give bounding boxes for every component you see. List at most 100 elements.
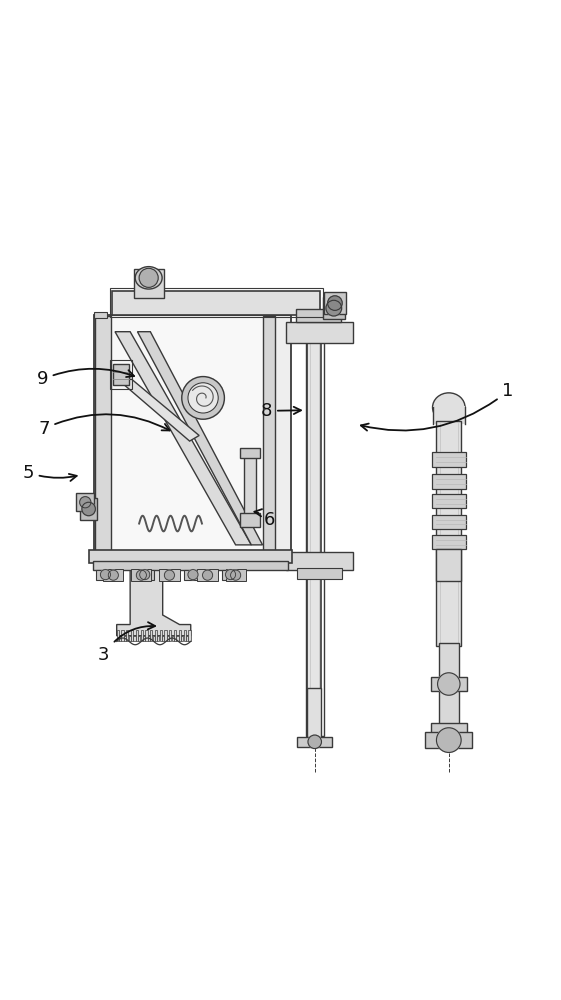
Bar: [94, 315, 291, 556]
Bar: [94, 312, 107, 318]
Bar: [76, 493, 94, 511]
Bar: [197, 569, 218, 581]
Bar: [93, 561, 288, 570]
Bar: [131, 630, 133, 641]
Bar: [184, 570, 202, 580]
Circle shape: [328, 296, 342, 310]
Bar: [111, 318, 263, 550]
Bar: [164, 630, 167, 641]
Bar: [433, 406, 465, 424]
Circle shape: [203, 570, 213, 580]
Bar: [112, 291, 320, 315]
Circle shape: [226, 570, 236, 580]
Bar: [226, 569, 246, 581]
Circle shape: [436, 728, 461, 752]
Text: 3: 3: [98, 622, 155, 664]
Polygon shape: [118, 379, 199, 441]
Bar: [307, 332, 321, 736]
Text: 1: 1: [361, 382, 513, 431]
Bar: [324, 292, 346, 314]
Bar: [186, 636, 188, 641]
Bar: [80, 498, 97, 520]
Bar: [110, 360, 132, 389]
Circle shape: [139, 268, 158, 287]
Bar: [159, 569, 180, 581]
Bar: [150, 630, 152, 641]
Bar: [297, 568, 342, 579]
Bar: [176, 636, 178, 641]
Bar: [286, 552, 353, 570]
Bar: [119, 636, 121, 641]
Bar: [432, 515, 466, 529]
Bar: [181, 636, 183, 641]
Text: 9: 9: [36, 369, 134, 388]
Bar: [157, 636, 159, 641]
Bar: [96, 570, 114, 580]
Bar: [439, 643, 459, 685]
Bar: [136, 630, 138, 641]
Bar: [296, 309, 341, 322]
Bar: [145, 630, 148, 641]
Bar: [307, 688, 321, 741]
Bar: [113, 364, 129, 385]
Bar: [183, 630, 186, 641]
Circle shape: [182, 377, 224, 419]
Bar: [432, 452, 466, 467]
Bar: [155, 630, 157, 641]
Circle shape: [80, 497, 91, 508]
Polygon shape: [137, 332, 263, 545]
Bar: [425, 732, 472, 748]
Bar: [169, 630, 172, 641]
Bar: [134, 269, 164, 298]
Text: 7: 7: [38, 414, 169, 438]
Bar: [436, 421, 461, 646]
Bar: [136, 570, 154, 580]
Circle shape: [231, 570, 241, 580]
Bar: [160, 630, 162, 641]
Bar: [122, 630, 123, 641]
Circle shape: [308, 735, 321, 749]
Bar: [188, 630, 191, 641]
Bar: [124, 636, 126, 641]
Bar: [439, 688, 459, 730]
Circle shape: [188, 570, 198, 580]
Bar: [138, 636, 140, 641]
Bar: [172, 636, 174, 641]
Bar: [222, 570, 240, 580]
Bar: [263, 316, 275, 555]
Bar: [110, 288, 323, 317]
Bar: [436, 549, 461, 581]
Bar: [432, 474, 466, 489]
Polygon shape: [117, 563, 191, 636]
Bar: [95, 316, 111, 555]
Bar: [244, 456, 256, 524]
Bar: [240, 513, 260, 527]
Bar: [128, 636, 131, 641]
Bar: [134, 636, 136, 641]
Text: 5: 5: [22, 464, 77, 482]
Circle shape: [326, 300, 342, 316]
Bar: [143, 636, 145, 641]
Bar: [162, 636, 164, 641]
Circle shape: [188, 383, 218, 413]
Bar: [174, 630, 176, 641]
Circle shape: [438, 673, 460, 695]
Bar: [306, 332, 324, 736]
Bar: [141, 630, 142, 641]
Bar: [286, 322, 353, 343]
Bar: [432, 494, 466, 508]
Bar: [148, 636, 150, 641]
Circle shape: [82, 502, 95, 516]
Circle shape: [140, 570, 150, 580]
Circle shape: [108, 570, 118, 580]
Bar: [297, 737, 332, 747]
Polygon shape: [115, 332, 251, 545]
Circle shape: [164, 570, 174, 580]
Text: 6: 6: [254, 509, 275, 529]
Bar: [240, 448, 260, 458]
Bar: [117, 630, 119, 641]
Text: 8: 8: [261, 402, 301, 420]
Bar: [432, 535, 466, 549]
Bar: [323, 297, 345, 319]
Bar: [431, 723, 467, 736]
